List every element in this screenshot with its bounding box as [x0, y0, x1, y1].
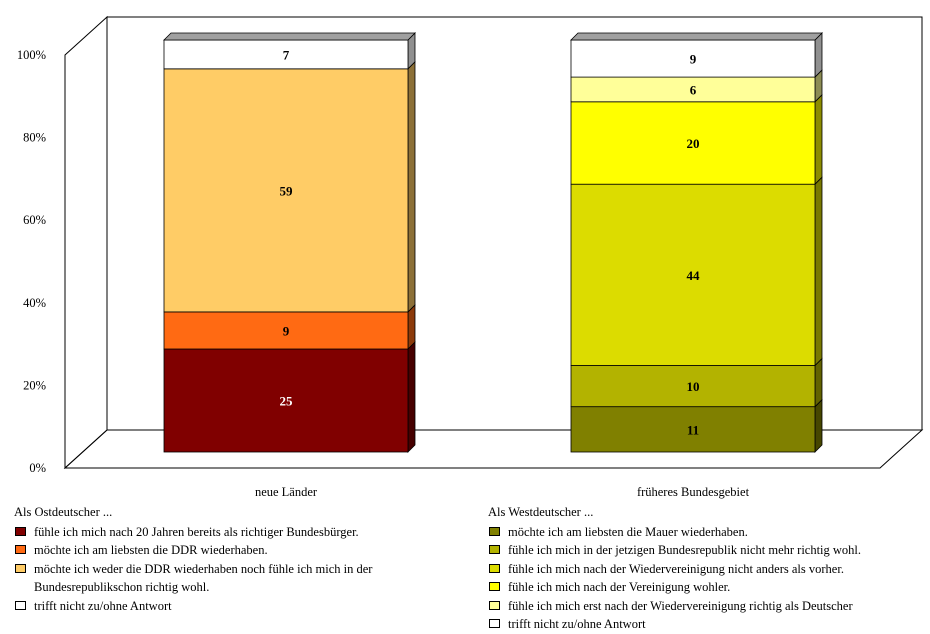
chart-frame [63, 15, 924, 470]
bar-1: 11 10 44 20 6 9 [570, 32, 823, 453]
bar-segment-side [814, 398, 823, 453]
legend-item: fühle ich mich nach der Wiedervereinigun… [488, 560, 930, 579]
data-label: 20 [687, 136, 700, 151]
legend-west: Als Westdeutscher ... möchte ich am lieb… [488, 503, 930, 634]
legend-item: trifft nicht zu/ohne Antwort [488, 615, 930, 634]
bar-segment-side [407, 303, 416, 350]
legend-label: fühle ich mich nach der Wiedervereinigun… [508, 561, 844, 576]
bar-segment [163, 68, 409, 313]
legend-swatch [15, 545, 26, 554]
y-tick-label: 100% [17, 48, 46, 62]
legend-label: fühle ich mich nach der Vereinigung wohl… [508, 580, 731, 594]
legend-item: möchte ich weder die DDR wiederhaben noc… [14, 560, 454, 597]
data-label: 11 [687, 422, 699, 437]
legend-east-items: fühle ich mich nach 20 Jahren bereits al… [14, 523, 454, 616]
data-label: 25 [280, 394, 294, 409]
y-tick-label: 20% [23, 378, 46, 392]
data-label: 44 [687, 268, 701, 283]
bar-segment [570, 39, 816, 78]
bar-segment [570, 183, 816, 366]
legend-west-items: möchte ich am liebsten die Mauer wiederh… [488, 523, 930, 634]
bars: 25 9 59 7 11 10 44 20 6 9 [163, 32, 823, 453]
legend-swatch [489, 600, 500, 610]
bar-segment-side [814, 93, 823, 186]
bar-segment-side [407, 60, 416, 313]
bar-0: 25 9 59 7 [163, 32, 416, 453]
x-axis-categories: neue Länder früheres Bundesgebiet [255, 485, 750, 499]
legend-label: möchte ich am liebsten die Mauer wiederh… [508, 524, 748, 539]
bar-segment [570, 101, 816, 185]
legend-item: möchte ich am liebsten die DDR wiederhab… [14, 541, 454, 560]
legend-item: fühle ich mich nach 20 Jahren bereits al… [14, 523, 454, 542]
legend-swatch [489, 582, 500, 591]
bar-top-face [163, 32, 416, 41]
y-tick-label: 60% [23, 213, 46, 227]
bar-segment [163, 348, 409, 453]
legend-swatch [489, 526, 500, 536]
bar-segment-side [814, 357, 823, 408]
data-label: 9 [283, 323, 290, 338]
left-wall [64, 15, 108, 470]
legend-item: möchte ich am liebsten die Mauer wiederh… [488, 523, 930, 542]
category-label: früheres Bundesgebiet [637, 485, 750, 499]
legend-label: trifft nicht zu/ohne Antwort [34, 598, 172, 613]
data-label: 7 [283, 47, 290, 62]
bar-segment-side [407, 341, 416, 453]
bar-top-face [570, 32, 823, 41]
y-axis-ticks: 0% 20% 40% 60% 80% 100% [17, 48, 46, 475]
category-label: neue Länder [255, 485, 318, 499]
bar-segment-side [814, 176, 823, 367]
legend-item: fühle ich mich in der jetzigen Bundesrep… [488, 541, 930, 560]
legend-swatch [15, 563, 26, 573]
legend-label: fühle ich mich nach 20 Jahren bereits al… [34, 524, 359, 539]
legend-swatch [15, 526, 26, 536]
legend-label: fühle ich mich erst nach der Wiederverei… [508, 598, 853, 613]
data-label: 9 [690, 52, 697, 67]
legend-swatch [489, 563, 500, 573]
legend-item: fühle ich mich nach der Vereinigung wohl… [488, 578, 930, 597]
bar-segment [570, 76, 816, 103]
legend-label: möchte ich am liebsten die DDR wiederhab… [34, 543, 268, 557]
legend-label: trifft nicht zu/ohne Antwort [508, 617, 646, 631]
legend-swatch [489, 545, 500, 554]
y-tick-label: 80% [23, 131, 46, 145]
stacked-bar-chart: 0% 20% 40% 60% 80% 100% 25 9 59 7 11 10 44 20 6 9 neue… [17, 15, 924, 499]
legend-east-heading: Als Ostdeutscher ... [14, 505, 113, 519]
legend-item: trifft nicht zu/ohne Antwort [14, 597, 454, 616]
y-tick-label: 40% [23, 296, 46, 310]
data-label: 6 [690, 82, 697, 97]
legend-label: möchte ich weder die DDR wiederhaben noc… [34, 561, 373, 595]
bar-segment-side [814, 32, 823, 79]
legend-item: fühle ich mich erst nach der Wiederverei… [488, 597, 930, 616]
bar-segment [570, 406, 816, 453]
legend-swatch [489, 619, 500, 628]
bar-segment [570, 365, 816, 408]
legend-west-heading: Als Westdeutscher ... [488, 505, 594, 519]
data-label: 10 [687, 379, 700, 394]
y-tick-label: 0% [29, 461, 46, 475]
legend-label: fühle ich mich in der jetzigen Bundesrep… [508, 543, 862, 557]
bar-segment [163, 311, 409, 350]
legend-swatch [15, 600, 26, 610]
legend-east: Als Ostdeutscher ... fühle ich mich nach… [14, 503, 454, 615]
data-label: 59 [280, 183, 294, 198]
